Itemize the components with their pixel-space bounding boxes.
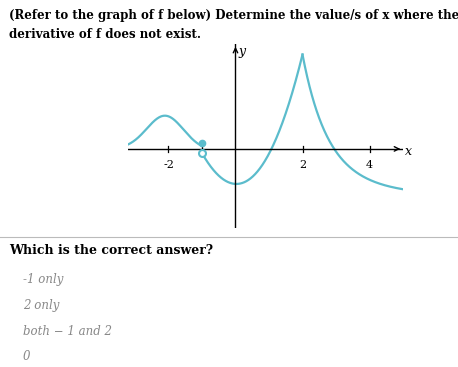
Text: Which is the correct answer?: Which is the correct answer? bbox=[9, 244, 213, 257]
Text: 2: 2 bbox=[299, 160, 306, 170]
Text: 0: 0 bbox=[23, 350, 30, 363]
Text: derivative of f does not exist.: derivative of f does not exist. bbox=[9, 28, 201, 40]
Text: -2: -2 bbox=[163, 160, 174, 170]
Text: 4: 4 bbox=[366, 160, 373, 170]
Text: -1 only: -1 only bbox=[23, 273, 63, 286]
Text: y: y bbox=[239, 45, 246, 58]
Text: (Refer to the graph of f below) Determine the value/s of x where the: (Refer to the graph of f below) Determin… bbox=[9, 9, 458, 22]
Text: x: x bbox=[405, 145, 412, 158]
Text: both − 1 and 2: both − 1 and 2 bbox=[23, 325, 112, 338]
Text: 2 only: 2 only bbox=[23, 299, 59, 312]
